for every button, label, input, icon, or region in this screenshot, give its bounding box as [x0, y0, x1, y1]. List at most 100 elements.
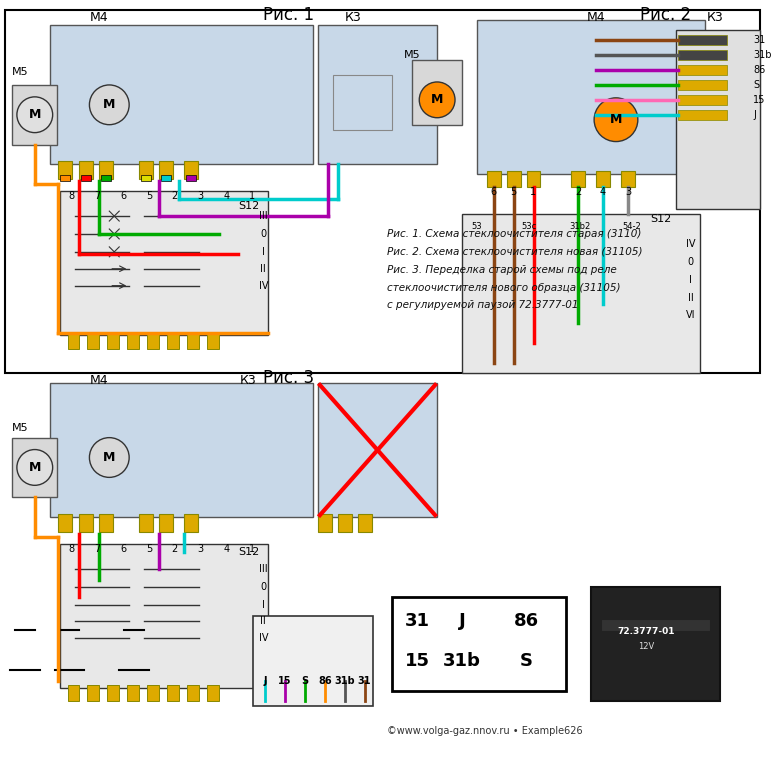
- Text: 5: 5: [510, 187, 517, 198]
- Text: IV: IV: [686, 239, 695, 249]
- Text: S: S: [301, 676, 308, 686]
- Text: 31b: 31b: [753, 50, 771, 60]
- Bar: [139, 514, 153, 532]
- Text: Рис. 1: Рис. 1: [263, 6, 314, 24]
- Bar: [186, 175, 196, 182]
- Text: 3: 3: [198, 544, 204, 554]
- Text: 4: 4: [223, 192, 230, 201]
- Bar: [506, 172, 520, 187]
- Text: 1: 1: [249, 192, 255, 201]
- Text: 15: 15: [753, 95, 765, 105]
- Text: I: I: [262, 247, 264, 257]
- Text: 7: 7: [94, 544, 100, 554]
- Bar: [601, 620, 710, 631]
- Bar: [139, 162, 153, 179]
- Bar: [187, 333, 199, 349]
- Text: 86: 86: [318, 676, 332, 686]
- Text: 1: 1: [249, 544, 255, 554]
- Bar: [141, 175, 151, 182]
- Text: M: M: [29, 108, 41, 121]
- Bar: [159, 514, 173, 532]
- Bar: [80, 162, 94, 179]
- Bar: [621, 172, 635, 187]
- Text: М5: М5: [12, 423, 28, 433]
- Bar: [678, 50, 727, 60]
- Text: II: II: [261, 264, 266, 274]
- Bar: [128, 333, 139, 349]
- Bar: [676, 31, 760, 209]
- Bar: [67, 685, 80, 701]
- Text: M: M: [29, 461, 41, 474]
- Text: II: II: [688, 292, 693, 303]
- Text: Рис. 1. Схема стеклоочистителя старая (3110): Рис. 1. Схема стеклоочистителя старая (3…: [387, 229, 642, 239]
- Bar: [128, 685, 139, 701]
- Text: J: J: [458, 613, 465, 630]
- Text: J: J: [264, 676, 267, 686]
- Bar: [60, 544, 268, 688]
- Bar: [60, 175, 70, 182]
- Bar: [678, 65, 727, 75]
- Bar: [477, 21, 706, 175]
- Bar: [206, 685, 219, 701]
- Bar: [571, 172, 585, 187]
- Text: М5: М5: [12, 67, 28, 77]
- Text: М4: М4: [587, 11, 605, 24]
- Bar: [678, 95, 727, 105]
- Bar: [12, 85, 56, 144]
- Text: S12: S12: [238, 201, 259, 211]
- Bar: [184, 162, 198, 179]
- Text: 3: 3: [198, 192, 204, 201]
- Bar: [167, 685, 179, 701]
- Text: J: J: [753, 110, 756, 120]
- Circle shape: [594, 98, 638, 142]
- Text: 3: 3: [625, 187, 631, 198]
- Text: 7: 7: [94, 192, 100, 201]
- Text: 12V: 12V: [638, 642, 654, 651]
- Bar: [206, 333, 219, 349]
- Bar: [60, 192, 268, 335]
- Text: стеклоочистителя нового образца (31105): стеклоочистителя нового образца (31105): [387, 282, 621, 293]
- Circle shape: [90, 438, 129, 478]
- Bar: [67, 333, 80, 349]
- Text: IV: IV: [258, 281, 268, 291]
- Bar: [338, 80, 387, 124]
- Text: 31b2: 31b2: [570, 221, 591, 230]
- Text: М4: М4: [90, 374, 109, 387]
- Text: 31: 31: [753, 35, 765, 45]
- Bar: [678, 35, 727, 45]
- Bar: [12, 438, 56, 497]
- Bar: [187, 685, 199, 701]
- Text: К3: К3: [240, 374, 257, 387]
- Text: M: M: [103, 451, 115, 464]
- Text: 15: 15: [278, 676, 292, 686]
- Text: 53: 53: [472, 221, 482, 230]
- Text: М5: М5: [404, 50, 421, 60]
- Text: Рис. 3. Переделка старой схемы под реле: Рис. 3. Переделка старой схемы под реле: [387, 265, 617, 275]
- Bar: [147, 685, 159, 701]
- Bar: [462, 214, 700, 373]
- Text: 86: 86: [514, 613, 539, 630]
- Text: ©www.volga-gaz.nnov.ru • Example626: ©www.volga-gaz.nnov.ru • Example626: [387, 726, 583, 736]
- Text: S: S: [753, 80, 759, 90]
- Text: 0: 0: [261, 229, 267, 239]
- Text: 1: 1: [530, 187, 536, 198]
- Bar: [338, 514, 352, 532]
- Bar: [159, 162, 173, 179]
- Bar: [591, 587, 720, 701]
- Circle shape: [17, 97, 53, 133]
- Bar: [100, 162, 114, 179]
- Bar: [107, 333, 119, 349]
- Bar: [49, 25, 313, 164]
- Bar: [161, 175, 171, 182]
- Text: 0: 0: [687, 257, 693, 267]
- Bar: [412, 60, 462, 124]
- Text: 6: 6: [491, 187, 497, 198]
- Text: M: M: [431, 93, 444, 106]
- Bar: [358, 514, 372, 532]
- Bar: [100, 514, 114, 532]
- Bar: [167, 333, 179, 349]
- Text: 0: 0: [261, 581, 267, 591]
- Text: М4: М4: [90, 11, 109, 24]
- Text: 31b: 31b: [443, 652, 481, 670]
- Text: 4: 4: [600, 187, 606, 198]
